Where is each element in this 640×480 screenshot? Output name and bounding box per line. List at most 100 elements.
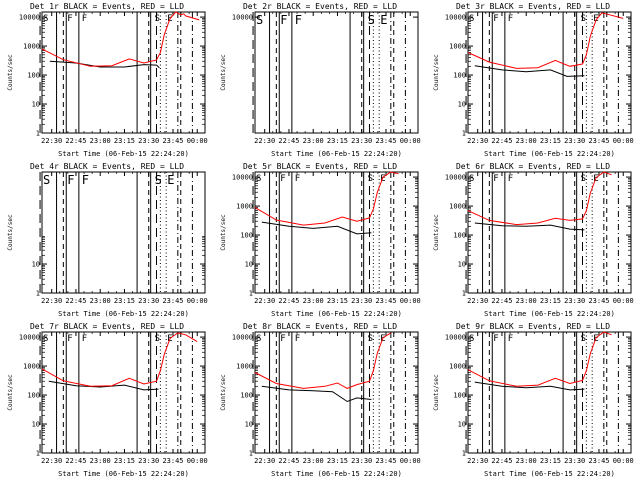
x-tick-label: 23:45 (162, 457, 183, 465)
x-tick-label: 23:30 (564, 297, 585, 305)
x-axis-label: Start Time (06-Feb-15 22:24:20) (58, 310, 189, 318)
lld-series-line (254, 332, 392, 389)
x-tick-label: 23:15 (540, 457, 561, 465)
panel-det-5r: Det 5r BLACK = Events, RED = LLD Counts/s… (213, 160, 426, 320)
y-tick-label: 100 (453, 232, 466, 240)
event-marker: S (469, 14, 474, 24)
x-tick-label: 23:30 (138, 457, 159, 465)
x-tick-label: 22:45 (65, 297, 86, 305)
events-series-line (474, 222, 585, 231)
y-tick-label: 1 (462, 130, 466, 138)
y-tick-label: 1000 (449, 43, 466, 51)
chart-title: Det 3r BLACK = Events, RED = LLD (456, 2, 610, 11)
x-tick-label: 23:00 (303, 457, 324, 465)
y-tick-label: 100 (27, 72, 40, 80)
x-tick-label: 00:00 (187, 457, 208, 465)
x-axis-label: Start Time (06-Feb-15 22:24:20) (58, 470, 189, 478)
lld-series-line (41, 11, 200, 67)
event-marker: F (67, 14, 72, 24)
chart-title: Det 5r BLACK = Events, RED = LLD (243, 162, 397, 171)
y-tick-label: 10 (458, 421, 466, 429)
x-tick-label: 23:00 (90, 137, 111, 145)
y-tick-label: 10000 (445, 14, 466, 22)
event-marker: F (508, 174, 513, 184)
events-series-line (474, 65, 585, 77)
chart-title: Det 1r BLACK = Events, RED = LLD (30, 2, 184, 11)
event-marker: F (82, 334, 87, 344)
plot-frame (254, 11, 419, 134)
y-tick-label: 1000 (236, 203, 253, 211)
x-tick-label: 22:45 (278, 457, 299, 465)
event-marker: F (67, 173, 74, 187)
x-tick-label: 23:15 (540, 297, 561, 305)
x-tick-label: 23:45 (588, 297, 609, 305)
x-tick-label: 23:15 (114, 137, 135, 145)
x-tick-label: 23:15 (327, 297, 348, 305)
plot-frame (467, 11, 632, 134)
x-tick-label: 22:30 (467, 137, 488, 145)
x-tick-label: 22:45 (491, 297, 512, 305)
plot-frame (41, 331, 206, 454)
x-tick-label: 23:45 (375, 137, 396, 145)
x-tick-label: 22:30 (254, 457, 275, 465)
y-axis-label: Counts/sec (220, 214, 227, 251)
y-axis-label: Counts/sec (7, 54, 14, 91)
y-tick-label: 10 (32, 421, 40, 429)
x-tick-label: 00:00 (613, 297, 634, 305)
y-tick-label: 10 (245, 261, 253, 269)
x-tick-label: 23:15 (327, 457, 348, 465)
chart-det-9r: Det 9r BLACK = Events, RED = LLD Counts/s… (433, 322, 634, 478)
y-tick-label: 1000 (23, 43, 40, 51)
panel-det-9r: Det 9r BLACK = Events, RED = LLD Counts/s… (426, 320, 639, 480)
events-series-line (474, 381, 585, 391)
panel-det-6r: Det 6r BLACK = Events, RED = LLD Counts/s… (426, 160, 639, 320)
x-tick-label: 23:30 (138, 297, 159, 305)
x-tick-label: 23:15 (540, 137, 561, 145)
y-tick-label: 10 (458, 101, 466, 109)
y-tick-label: 10000 (232, 334, 253, 342)
y-tick-label: 1 (462, 290, 466, 298)
event-marker: E (167, 173, 174, 187)
x-tick-label: 00:00 (187, 137, 208, 145)
y-tick-label: 1000 (236, 363, 253, 371)
y-tick-label: 10 (458, 261, 466, 269)
event-marker: F (295, 13, 302, 27)
chart-det-2r: Det 2r BLACK = Events, RED = LLD Counts/s… (220, 2, 421, 158)
y-tick-label: 1 (462, 450, 466, 458)
event-marker: F (508, 334, 513, 344)
x-axis-label: Start Time (06-Feb-15 22:24:20) (271, 470, 402, 478)
y-tick-label: 10 (245, 421, 253, 429)
panel-det-8r: Det 8r BLACK = Events, RED = LLD Counts/s… (213, 320, 426, 480)
event-marker: S (43, 173, 50, 187)
chart-title: Det 8r BLACK = Events, RED = LLD (243, 322, 397, 331)
event-marker: S (155, 334, 160, 344)
x-tick-label: 23:00 (90, 297, 111, 305)
y-tick-label: 100 (453, 392, 466, 400)
chart-title: Det 4r BLACK = Events, RED = LLD (30, 162, 184, 171)
y-tick-label: 1 (36, 450, 40, 458)
event-marker: F (295, 334, 300, 344)
chart-det-1r: Det 1r BLACK = Events, RED = LLD Counts/s… (7, 2, 208, 158)
chart-title: Det 2r BLACK = Events, RED = LLD (243, 2, 397, 11)
x-tick-label: 23:45 (375, 297, 396, 305)
x-tick-label: 22:30 (467, 457, 488, 465)
x-tick-label: 22:45 (491, 457, 512, 465)
event-marker: S (469, 334, 474, 344)
chart-det-4r: Det 4r BLACK = Events, RED = LLD Counts/s… (7, 162, 208, 318)
x-axis-label: Start Time (06-Feb-15 22:24:20) (484, 470, 615, 478)
event-marker: F (67, 334, 72, 344)
event-marker: S (256, 334, 261, 344)
x-tick-label: 23:30 (351, 137, 372, 145)
event-marker: S (155, 173, 162, 187)
x-axis-label: Start Time (06-Feb-15 22:24:20) (271, 150, 402, 158)
x-tick-label: 23:45 (588, 137, 609, 145)
y-axis-label: Counts/sec (433, 214, 440, 251)
panel-det-1r: Det 1r BLACK = Events, RED = LLD Counts/s… (0, 0, 213, 160)
y-tick-label: 100 (27, 392, 40, 400)
event-marker: F (82, 14, 87, 24)
panel-det-4r: Det 4r BLACK = Events, RED = LLD Counts/s… (0, 160, 213, 320)
y-tick-label: 1 (249, 450, 253, 458)
x-tick-label: 22:30 (41, 297, 62, 305)
event-marker: S (256, 174, 261, 184)
